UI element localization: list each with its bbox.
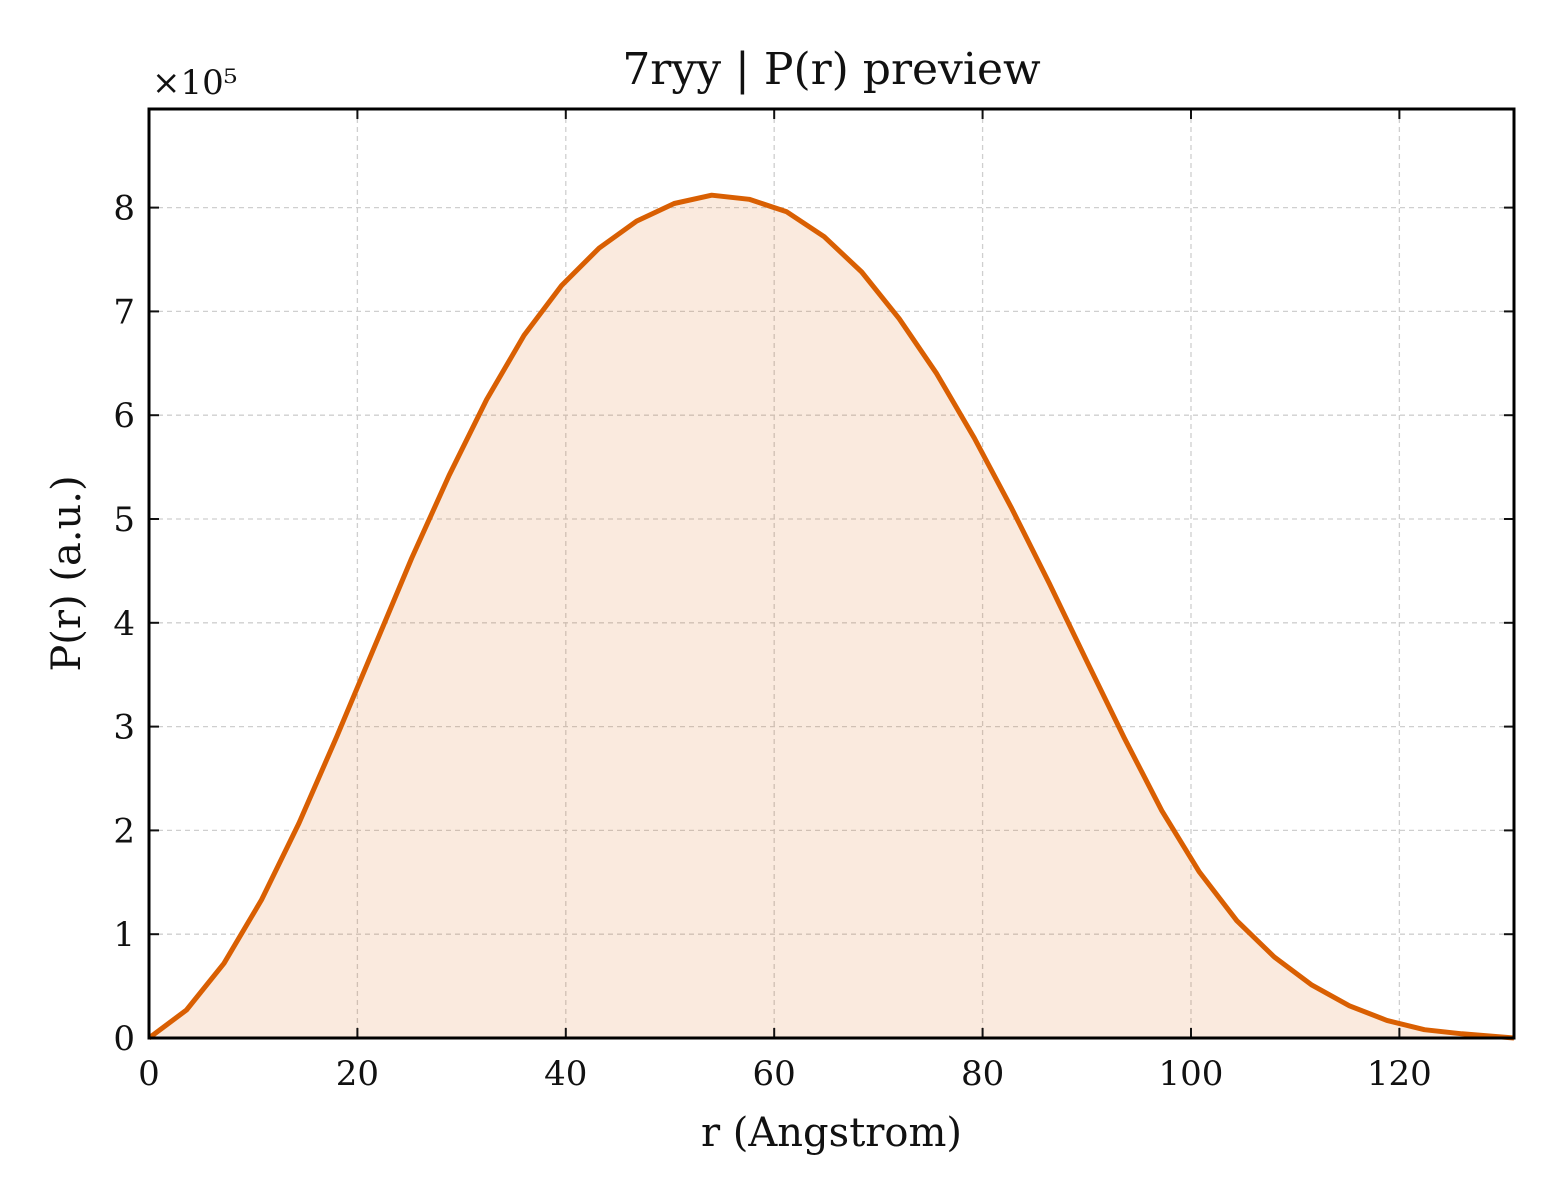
y-tick-label: 2 xyxy=(113,811,135,851)
x-axis-label: r (Angstrom) xyxy=(701,1110,962,1156)
y-axis-label: P(r) (a.u.) xyxy=(44,475,90,671)
x-tick-label: 80 xyxy=(961,1054,1004,1094)
y-tick-label: 0 xyxy=(113,1019,135,1059)
x-tick-label: 120 xyxy=(1367,1054,1432,1094)
y-tick-label: 1 xyxy=(113,915,135,955)
y-axis-multiplier: ×10⁵ xyxy=(152,63,237,103)
y-tick-label: 7 xyxy=(113,292,135,332)
x-tick-label: 100 xyxy=(1159,1054,1224,1094)
x-tick-label: 40 xyxy=(544,1054,587,1094)
y-tick-label: 5 xyxy=(113,500,135,540)
chart-title: 7ryy | P(r) preview xyxy=(622,44,1041,95)
plot-frame xyxy=(147,107,1516,1040)
y-tick-label: 4 xyxy=(113,604,135,644)
x-tick-label: 0 xyxy=(138,1054,160,1094)
area-fill xyxy=(149,195,1514,1038)
y-tick-label: 8 xyxy=(113,189,135,229)
series-line xyxy=(147,192,1515,1041)
y-tick-label: 3 xyxy=(113,708,135,748)
x-tick-label: 20 xyxy=(336,1054,379,1094)
tick-labels: 0 20 40 60 80 100 120 0 1 2 3 4 5 6 7 8 xyxy=(113,189,1431,1094)
y-tick-label: 6 xyxy=(113,396,135,436)
x-tick-label: 60 xyxy=(753,1054,796,1094)
